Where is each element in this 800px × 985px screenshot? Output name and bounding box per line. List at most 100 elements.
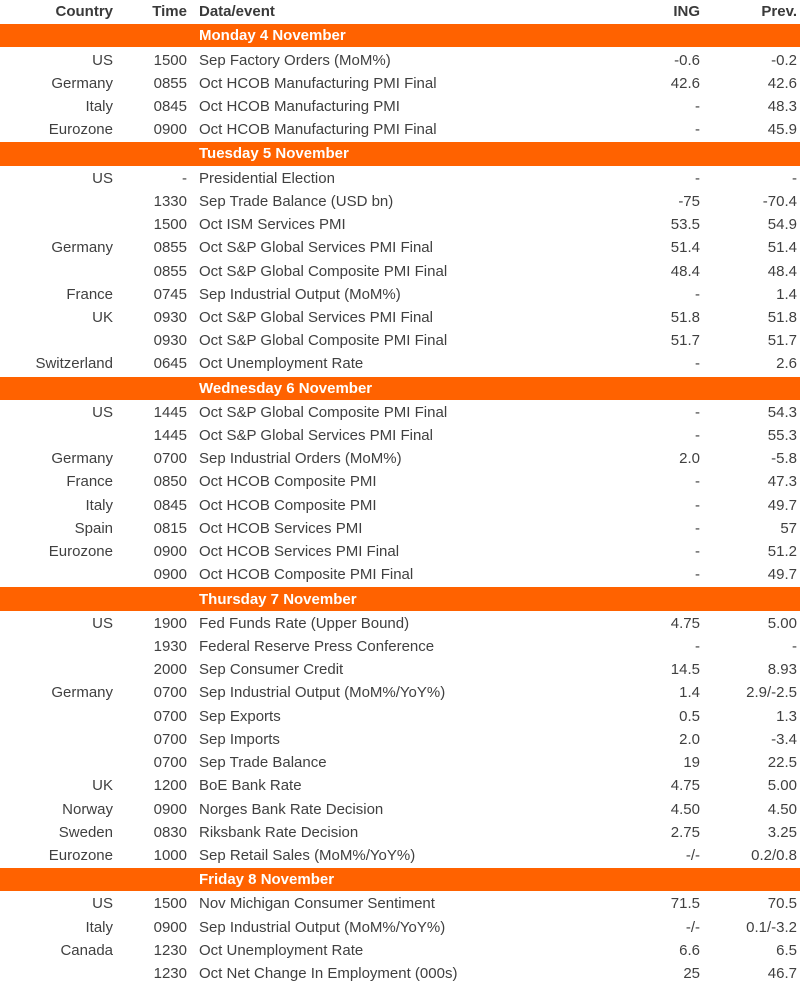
day-header-label: Wednesday 6 November [199,379,373,397]
event-cell: Sep Industrial Output (MoM%) [199,286,401,302]
event-cell: Oct HCOB Manufacturing PMI Final [199,75,437,91]
prev-cell: - [792,169,797,187]
prev-cell: -70.4 [762,192,797,210]
event-cell: Presidential Election [199,170,335,186]
prev-cell: -3.4 [771,730,797,748]
ing-cell: -75 [678,192,700,210]
prev-cell: 0.2/0.8 [751,846,797,864]
ing-cell: -/- [685,918,700,936]
event-row: 0700 Sep Exports 0.5 1.3 [0,705,800,728]
ing-cell: - [695,355,700,373]
ing-cell: 48.4 [670,262,700,280]
time-cell: 1930 [153,638,187,656]
time-cell: 0930 [153,332,187,350]
country-cell: Germany [51,684,113,702]
time-cell: 0815 [153,519,187,537]
time-cell: 0700 [153,450,187,468]
event-cell: Riksbank Rate Decision [199,824,359,840]
day-header-row: Friday 8 November [0,867,800,893]
time-cell: 2000 [153,661,187,679]
event-cell: Federal Reserve Press Conference [199,639,435,655]
event-row: Eurozone 0900 Oct HCOB Manufacturing PMI F… [0,118,800,141]
prev-cell: 57 [780,519,797,537]
time-cell: 1500 [153,895,187,913]
event-row: 1930 Federal Reserve Press Conference - - [0,635,800,658]
ing-cell: 25 [683,965,700,983]
event-row: 1500 Oct ISM Services PMI 53.5 54.9 [0,213,800,236]
time-cell: 0700 [153,754,187,772]
event-row: UK 1200 BoE Bank Rate 4.75 5.00 [0,774,800,797]
prev-cell: 49.7 [767,496,797,514]
ing-cell: 4.50 [670,800,700,818]
ing-cell: - [695,519,700,537]
country-cell: Spain [74,519,113,537]
country-cell: Italy [85,97,113,115]
prev-cell: 5.00 [767,614,797,632]
time-cell: 1500 [153,51,187,69]
event-row: Eurozone 1000 Sep Retail Sales (MoM%/YoY%)… [0,844,800,867]
time-cell: 0830 [153,823,187,841]
time-cell: 1500 [153,216,187,234]
event-row: Italy 0845 Oct HCOB Composite PMI - 49.7 [0,494,800,517]
prev-cell: 54.9 [767,216,797,234]
event-cell: Oct ISM Services PMI [199,217,346,233]
time-cell: 0900 [153,121,187,139]
country-cell: France [66,473,113,491]
day-header-label: Tuesday 5 November [199,145,349,163]
ing-cell: - [695,473,700,491]
prev-cell: 1.3 [776,707,797,725]
event-cell: Oct HCOB Manufacturing PMI [199,98,400,114]
time-cell: 1900 [153,614,187,632]
country-cell: UK [92,777,113,795]
ing-cell: - [695,169,700,187]
ing-cell: - [695,638,700,656]
time-cell: 0645 [153,355,187,373]
event-row: Italy 0845 Oct HCOB Manufacturing PMI - 48.3 [0,95,800,118]
event-row: 0700 Sep Trade Balance 19 22.5 [0,751,800,774]
event-cell: Oct S&P Global Services PMI Final [199,309,433,325]
event-cell: Sep Trade Balance (USD bn) [199,193,394,209]
ing-cell: 51.7 [670,332,700,350]
event-cell: Oct S&P Global Services PMI Final [199,240,433,256]
country-cell: US [92,51,113,69]
event-row: 2000 Sep Consumer Credit 14.5 8.93 [0,658,800,681]
prev-cell: 47.3 [767,473,797,491]
country-cell: US [92,169,113,187]
event-row: US 1500 Sep Factory Orders (MoM%) -0.6 -0.2 [0,48,800,71]
time-cell: 0855 [153,262,187,280]
ing-cell: 2.0 [679,450,700,468]
ing-cell: 2.75 [670,823,700,841]
column-header-ing: ING [673,3,700,21]
event-cell: Sep Industrial Output (MoM%/YoY%) [199,919,446,935]
prev-cell: 2.6 [776,355,797,373]
event-cell: Oct S&P Global Composite PMI Final [199,333,448,349]
ing-cell: 51.8 [670,308,700,326]
time-cell: 0700 [153,730,187,748]
prev-cell: 8.93 [767,661,797,679]
ing-cell: - [695,496,700,514]
event-row: US 1500 Nov Michigan Consumer Sentiment 71.… [0,892,800,915]
event-row: Germany 0855 Oct S&P Global Services PMI F… [0,236,800,259]
prev-cell: 46.7 [767,965,797,983]
time-cell: 0845 [153,97,187,115]
time-cell: 1445 [153,427,187,445]
time-cell: 0700 [153,684,187,702]
event-row: US 1900 Fed Funds Rate (Upper Bound) 4.75 5.… [0,612,800,635]
time-cell: 0745 [153,285,187,303]
country-cell: Germany [51,450,113,468]
prev-cell: 51.2 [767,543,797,561]
country-cell: Eurozone [48,846,113,864]
country-cell: Germany [51,239,113,257]
time-cell: 0700 [153,707,187,725]
ing-cell: - [695,121,700,139]
event-cell: Oct S&P Global Services PMI Final [199,428,433,444]
event-row: 1330 Sep Trade Balance (USD bn) -75 -70.4 [0,190,800,213]
ing-cell: -/- [685,846,700,864]
prev-cell: -5.8 [771,450,797,468]
event-cell: Sep Exports [199,708,281,724]
event-row: 1230 Oct Net Change In Employment (000s) 2… [0,962,800,985]
ing-cell: 42.6 [670,74,700,92]
prev-cell: 45.9 [767,121,797,139]
country-cell: UK [92,308,113,326]
